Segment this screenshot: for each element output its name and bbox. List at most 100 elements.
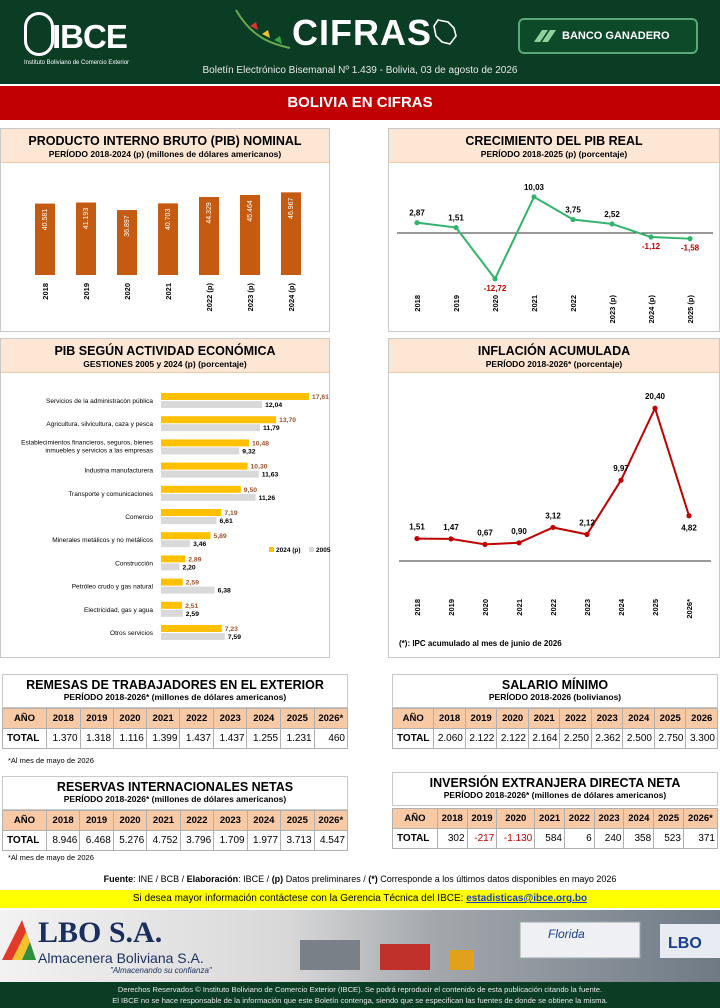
bar-value-label: 17,61: [312, 394, 329, 401]
value-cell: 1.318: [79, 728, 115, 749]
value-cell: 2.750: [653, 728, 687, 749]
bar-value-label: 40.703: [165, 209, 172, 231]
data-point: [482, 541, 488, 547]
x-tick-label: 2021: [164, 283, 173, 300]
bar-2005: [161, 493, 256, 501]
bar-value-label: 5,89: [213, 533, 226, 540]
category-label: Agricultura, silvicultura, caza y pesca: [46, 421, 153, 428]
footer-copyright: Derechos Reservados © Instituto Bolivian…: [117, 985, 603, 994]
header-cell: 2021: [146, 810, 181, 831]
header-banner: IBCE Instituto Boliviano de Comercio Ext…: [0, 0, 720, 84]
banco-ganadero-logo: BANCO GANADERO: [518, 18, 698, 54]
bar-2024: [161, 485, 241, 493]
footer: Derechos Reservados © Instituto Bolivian…: [0, 982, 720, 1008]
bar-value-label: 10,48: [252, 440, 269, 447]
table-subtitle: PERÍODO 2018-2026* (millones de dólares …: [63, 692, 287, 702]
x-tick-label: 2020: [491, 295, 500, 312]
bar-value-label: 44.329: [206, 202, 213, 224]
data-point: [492, 276, 498, 282]
series-line: [416, 195, 691, 281]
header-cell: AÑO: [391, 708, 435, 729]
bar-2005: [161, 424, 261, 432]
ied-table: AÑO 2018 2019 2020 2021 2022 2023 2024 2025 2026*…: [392, 808, 719, 849]
bar-value-label: 6,61: [220, 518, 233, 525]
x-tick-label: 2018: [413, 295, 422, 312]
bar-value-label: 2,59: [186, 580, 199, 587]
bar-value-label: 13,70: [279, 417, 296, 424]
header-cell: 2026*: [313, 810, 349, 831]
table-row: TOTAL 8.946 6.468 5.276 4.752 3.796 1.709 1.977…: [2, 830, 349, 851]
category-label: Transporte y comunicaciones: [68, 491, 153, 498]
data-label: 2,87: [409, 209, 425, 218]
remesas-section: REMESAS DE TRABAJADORES EN EL EXTERIOR P…: [1, 674, 349, 754]
value-cell: TOTAL: [392, 828, 438, 849]
table-header-row: AÑO 2018 2019 2020 2021 2022 2023 2024 2025 2026*: [1, 708, 349, 729]
legend-swatch: [269, 547, 274, 552]
data-point: [652, 405, 658, 411]
table-row: TOTAL 2.060 2.122 2.122 2.164 2.250 2.362 2.500…: [391, 728, 718, 749]
bolivia-map-icon: [433, 19, 457, 45]
value-cell: -1.130: [496, 828, 536, 849]
x-tick-label: 2020: [123, 283, 132, 300]
data-label: 1,51: [409, 523, 425, 532]
data-label: 10,03: [524, 183, 545, 192]
header-cell: AÑO: [1, 708, 48, 729]
table-header-row: AÑO 2018 2019 2020 2021 2022 2023 2024 2025 2026*: [392, 808, 719, 829]
bar-2005: [161, 609, 183, 617]
bar-value-label: 2,59: [186, 611, 199, 618]
category-label: Otros servicios: [110, 630, 154, 637]
legend-swatch: [309, 547, 314, 552]
source-line: Fuente: INE / BCB / Elaboración: IBCE / …: [0, 874, 720, 884]
contact-email-link[interactable]: estadisticas@ibce.org.bo: [466, 893, 588, 904]
value-cell: 6.468: [79, 830, 114, 851]
header-cell: 2022: [563, 808, 595, 829]
bar-value-label: 36.897: [124, 215, 131, 237]
bar-value-label: 12,04: [265, 402, 282, 409]
data-label: 3,75: [565, 206, 581, 215]
value-cell: 1.977: [246, 830, 282, 851]
header-cell: 2018: [45, 810, 81, 831]
bar-2005: [161, 563, 180, 571]
data-point: [414, 535, 420, 542]
data-label: -1,58: [681, 244, 700, 253]
ad-slogan: "Almacenando su confianza": [110, 966, 212, 975]
category-label: Petróleo crudo y gas natural: [72, 584, 154, 591]
albo-advertisement[interactable]: Florida LBO LBO S.A. Almacenera Bolivian…: [0, 910, 720, 982]
header-cell: AÑO: [392, 808, 438, 829]
value-cell: 358: [623, 828, 655, 849]
x-tick-label: 2023: [583, 599, 592, 616]
x-tick-label: 2019: [452, 295, 461, 312]
data-point: [516, 540, 522, 546]
bar: [35, 203, 55, 275]
data-label: 0,90: [511, 527, 527, 536]
data-point: [570, 216, 576, 223]
category-label: Establecimientos financieros, seguros, b…: [21, 439, 154, 454]
bar-value-label: 7,19: [224, 510, 237, 517]
bar-value-label: 2,89: [188, 556, 201, 563]
header-cell: 2026: [685, 708, 718, 729]
fuente-label: Fuente: [103, 874, 134, 884]
value-cell: 2.164: [527, 728, 561, 749]
value-cell: 2.500: [622, 728, 655, 749]
pib-real-chart: 2,87 2018 1,51 2019 -12,72 2020 10,03 2021 3,75 2…: [397, 183, 713, 323]
table-row: TOTAL 302 -217 -1.130 584 6 240 358 523 371: [392, 828, 719, 849]
header-cell: 2025: [280, 810, 315, 831]
panel-subtitle: PERÍODO 2018-2025 (p) (porcentaje): [480, 149, 628, 159]
garland-icon: [235, 9, 291, 49]
x-tick-label: 2018: [41, 283, 50, 300]
p-label: (p): [271, 874, 284, 884]
category-label: Comercio: [125, 514, 153, 521]
pib-real-panel: CRECIMIENTO DEL PIB REAL PERÍODO 2018-202…: [388, 128, 720, 332]
bar-value-label: 3,46: [193, 541, 206, 548]
bar-2005: [161, 401, 263, 408]
bar-2024: [161, 462, 248, 470]
bar-value-label: 9,50: [244, 487, 257, 494]
bar-value-label: 2,51: [185, 603, 198, 610]
value-cell: TOTAL: [391, 728, 435, 749]
x-tick-label: 2022 (p): [205, 283, 214, 312]
category-label: Minerales metálicos y no metálicos: [52, 537, 154, 544]
header-cell: 2019: [464, 708, 498, 729]
category-label: Industria manufacturera: [84, 468, 153, 475]
x-tick-label: 2021: [530, 295, 539, 312]
value-cell: 5.276: [112, 830, 148, 851]
